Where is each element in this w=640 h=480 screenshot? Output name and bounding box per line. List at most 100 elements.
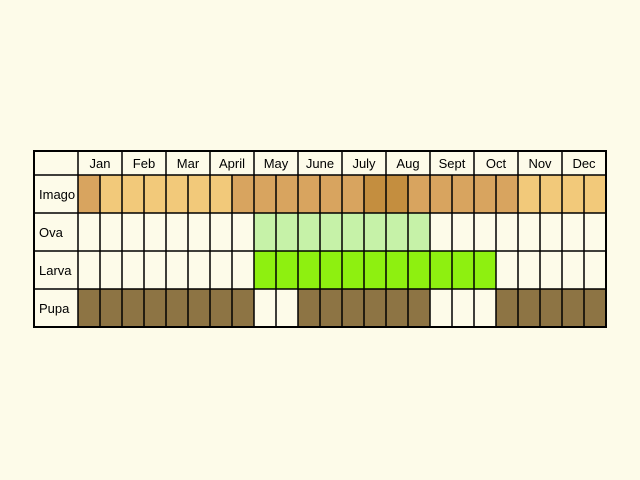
cell-ova-4 bbox=[166, 213, 188, 251]
cell-imago-9 bbox=[276, 175, 298, 213]
cell-imago-12 bbox=[342, 175, 364, 213]
cell-pupa-21 bbox=[540, 289, 562, 327]
cell-ova-6 bbox=[210, 213, 232, 251]
cell-larva-6 bbox=[210, 251, 232, 289]
cell-larva-23 bbox=[584, 251, 606, 289]
cell-imago-5 bbox=[188, 175, 210, 213]
month-label-aug: Aug bbox=[396, 156, 419, 171]
cell-larva-1 bbox=[100, 251, 122, 289]
cell-ova-14 bbox=[386, 213, 408, 251]
cell-pupa-0 bbox=[78, 289, 100, 327]
cell-ova-19 bbox=[496, 213, 518, 251]
cell-pupa-6 bbox=[210, 289, 232, 327]
cell-imago-15 bbox=[408, 175, 430, 213]
cell-larva-17 bbox=[452, 251, 474, 289]
cell-ova-13 bbox=[364, 213, 386, 251]
cell-imago-14 bbox=[386, 175, 408, 213]
cell-larva-14 bbox=[386, 251, 408, 289]
cell-imago-13 bbox=[364, 175, 386, 213]
grid-layer bbox=[33, 150, 607, 328]
cell-pupa-12 bbox=[342, 289, 364, 327]
cell-pupa-10 bbox=[298, 289, 320, 327]
cell-imago-7 bbox=[232, 175, 254, 213]
cell-imago-6 bbox=[210, 175, 232, 213]
cell-imago-21 bbox=[540, 175, 562, 213]
cell-larva-19 bbox=[496, 251, 518, 289]
cell-pupa-13 bbox=[364, 289, 386, 327]
cell-imago-0 bbox=[78, 175, 100, 213]
month-label-feb: Feb bbox=[133, 156, 155, 171]
text-layer: Imago Ova Larva Pupa Jan Feb Mar April May June Ju… bbox=[39, 156, 596, 316]
cell-larva-16 bbox=[430, 251, 452, 289]
cell-larva-5 bbox=[188, 251, 210, 289]
cell-larva-10 bbox=[298, 251, 320, 289]
cell-larva-21 bbox=[540, 251, 562, 289]
cell-larva-12 bbox=[342, 251, 364, 289]
cell-ova-18 bbox=[474, 213, 496, 251]
cell-ova-21 bbox=[540, 213, 562, 251]
cell-larva-4 bbox=[166, 251, 188, 289]
cell-pupa-4 bbox=[166, 289, 188, 327]
row-label-imago: Imago bbox=[39, 187, 75, 202]
cell-ova-20 bbox=[518, 213, 540, 251]
cell-ova-3 bbox=[144, 213, 166, 251]
cell-imago-16 bbox=[430, 175, 452, 213]
cell-imago-10 bbox=[298, 175, 320, 213]
cell-larva-13 bbox=[364, 251, 386, 289]
cell-larva-11 bbox=[320, 251, 342, 289]
cell-pupa-5 bbox=[188, 289, 210, 327]
cell-larva-20 bbox=[518, 251, 540, 289]
row-label-ova: Ova bbox=[39, 225, 64, 240]
cell-imago-2 bbox=[122, 175, 144, 213]
cell-ova-17 bbox=[452, 213, 474, 251]
cell-pupa-18 bbox=[474, 289, 496, 327]
cell-larva-22 bbox=[562, 251, 584, 289]
cell-imago-23 bbox=[584, 175, 606, 213]
cell-ova-0 bbox=[78, 213, 100, 251]
cell-ova-22 bbox=[562, 213, 584, 251]
cell-ova-7 bbox=[232, 213, 254, 251]
cell-ova-1 bbox=[100, 213, 122, 251]
table-border bbox=[33, 150, 607, 328]
month-label-jan: Jan bbox=[90, 156, 111, 171]
cell-imago-11 bbox=[320, 175, 342, 213]
cell-pupa-7 bbox=[232, 289, 254, 327]
cell-imago-3 bbox=[144, 175, 166, 213]
cell-ova-9 bbox=[276, 213, 298, 251]
cell-ova-12 bbox=[342, 213, 364, 251]
cell-larva-2 bbox=[122, 251, 144, 289]
month-label-mar: Mar bbox=[177, 156, 200, 171]
cell-pupa-2 bbox=[122, 289, 144, 327]
cell-pupa-16 bbox=[430, 289, 452, 327]
month-label-april: April bbox=[219, 156, 245, 171]
cell-larva-3 bbox=[144, 251, 166, 289]
month-label-june: June bbox=[306, 156, 334, 171]
cell-ova-2 bbox=[122, 213, 144, 251]
cell-ova-8 bbox=[254, 213, 276, 251]
cell-pupa-19 bbox=[496, 289, 518, 327]
cell-pupa-20 bbox=[518, 289, 540, 327]
cell-larva-15 bbox=[408, 251, 430, 289]
month-label-nov: Nov bbox=[528, 156, 552, 171]
cell-pupa-1 bbox=[100, 289, 122, 327]
cell-larva-9 bbox=[276, 251, 298, 289]
cell-imago-22 bbox=[562, 175, 584, 213]
month-label-oct: Oct bbox=[486, 156, 507, 171]
cell-ova-11 bbox=[320, 213, 342, 251]
cell-larva-0 bbox=[78, 251, 100, 289]
cell-pupa-9 bbox=[276, 289, 298, 327]
cell-ova-16 bbox=[430, 213, 452, 251]
cell-pupa-15 bbox=[408, 289, 430, 327]
month-label-july: July bbox=[352, 156, 376, 171]
cell-larva-8 bbox=[254, 251, 276, 289]
cell-imago-1 bbox=[100, 175, 122, 213]
cell-pupa-11 bbox=[320, 289, 342, 327]
cell-ova-10 bbox=[298, 213, 320, 251]
row-label-larva: Larva bbox=[39, 263, 72, 278]
cell-larva-7 bbox=[232, 251, 254, 289]
cell-ova-5 bbox=[188, 213, 210, 251]
cell-imago-8 bbox=[254, 175, 276, 213]
cell-imago-19 bbox=[496, 175, 518, 213]
cell-pupa-22 bbox=[562, 289, 584, 327]
